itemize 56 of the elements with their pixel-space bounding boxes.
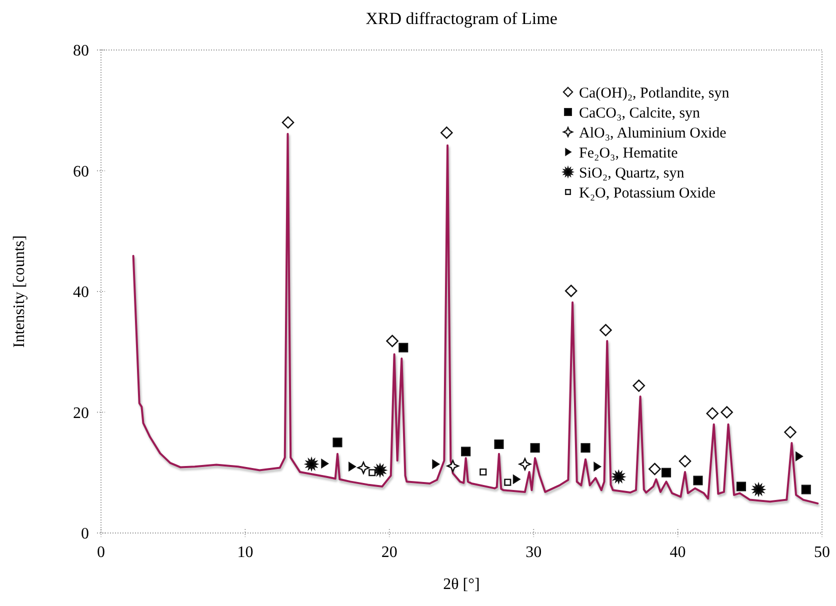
point bbox=[332, 438, 342, 448]
x-tick-label: 20 bbox=[381, 544, 398, 561]
point bbox=[440, 126, 453, 139]
legend-label: SiO₂, Quartz, syn bbox=[579, 165, 685, 182]
y-tick-label: 60 bbox=[73, 163, 89, 180]
point bbox=[720, 406, 733, 418]
point bbox=[461, 446, 471, 456]
y-tick-label: 80 bbox=[73, 42, 89, 60]
point bbox=[530, 443, 540, 453]
point bbox=[801, 484, 811, 494]
point bbox=[594, 462, 601, 472]
point bbox=[386, 334, 398, 348]
point bbox=[752, 483, 765, 496]
legend-label: CaCO₃, Calcite, syn bbox=[579, 105, 701, 122]
point bbox=[796, 452, 803, 461]
chart-title: XRD diffractogram of Lime bbox=[366, 9, 558, 28]
point bbox=[512, 474, 520, 484]
point bbox=[600, 324, 612, 336]
legend-label: Fe₂O₃, Hematite bbox=[579, 145, 678, 162]
point bbox=[348, 462, 356, 472]
point bbox=[564, 284, 578, 298]
y-axis-title: Intensity [counts] bbox=[11, 235, 28, 348]
point bbox=[580, 443, 590, 453]
y-tick-label: 40 bbox=[73, 284, 89, 302]
y-tick-label: 0 bbox=[81, 526, 89, 543]
point bbox=[678, 455, 692, 468]
legend-label: AlO₃, Aluminium Oxide bbox=[579, 125, 727, 142]
point bbox=[648, 462, 661, 476]
point bbox=[357, 462, 370, 474]
point bbox=[368, 469, 376, 476]
point bbox=[784, 426, 796, 438]
x-tick-label: 0 bbox=[97, 544, 105, 561]
x-tick-label: 30 bbox=[526, 544, 542, 561]
legend-label: Ca(OH)₂, Potlandite, syn bbox=[579, 85, 730, 102]
point bbox=[480, 468, 487, 476]
x-tick-label: 10 bbox=[237, 544, 254, 561]
point bbox=[432, 460, 440, 469]
point bbox=[632, 380, 646, 392]
x-tick-label: 50 bbox=[814, 544, 830, 561]
point bbox=[518, 458, 532, 470]
x-tick-label: 40 bbox=[670, 544, 686, 561]
point bbox=[661, 468, 672, 478]
point bbox=[374, 464, 386, 476]
point bbox=[504, 478, 512, 486]
y-tick-label: 20 bbox=[73, 404, 89, 422]
point bbox=[706, 407, 719, 420]
point bbox=[321, 459, 328, 468]
point bbox=[494, 439, 504, 450]
point bbox=[282, 116, 294, 129]
point bbox=[398, 342, 408, 352]
point bbox=[612, 470, 625, 483]
legend-label: K₂O, Potassium Oxide bbox=[579, 185, 716, 202]
x-axis-title: 2θ [°] bbox=[443, 576, 480, 593]
point bbox=[446, 460, 459, 472]
point bbox=[693, 476, 703, 486]
point bbox=[736, 482, 746, 492]
